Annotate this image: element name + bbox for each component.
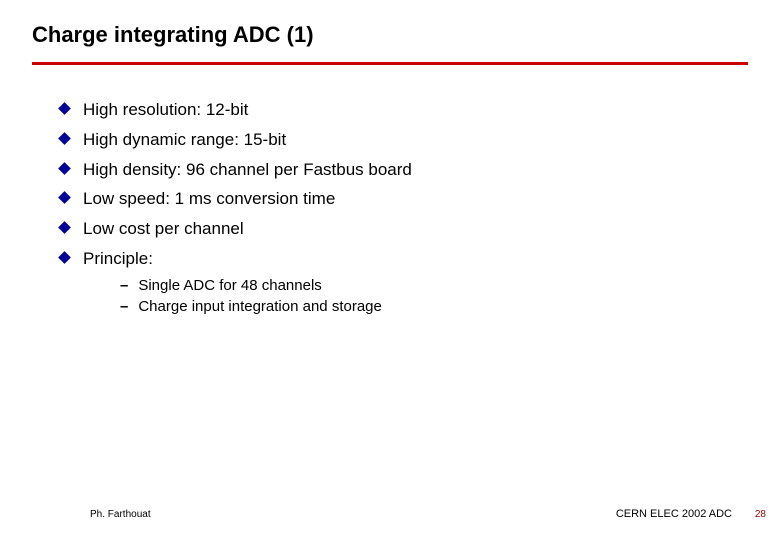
bullet-item: Low cost per channel xyxy=(60,217,412,241)
bullet-item: High resolution: 12-bit xyxy=(60,98,412,122)
diamond-bullet-icon xyxy=(58,132,71,145)
main-bullet-list: High resolution: 12-bit High dynamic ran… xyxy=(60,98,412,271)
page-number: 28 xyxy=(755,509,766,520)
footer-event: CERN ELEC 2002 ADC xyxy=(616,508,732,520)
sub-bullet-item: – Charge input integration and storage xyxy=(120,298,412,315)
bullet-text: High resolution: 12-bit xyxy=(83,98,248,122)
slide-title: Charge integrating ADC (1) xyxy=(32,22,314,48)
bullet-text: Low speed: 1 ms conversion time xyxy=(83,187,335,211)
content-area: High resolution: 12-bit High dynamic ran… xyxy=(60,98,412,319)
title-divider xyxy=(32,62,748,65)
slide-container: Charge integrating ADC (1) High resoluti… xyxy=(0,0,780,540)
bullet-text: High dynamic range: 15-bit xyxy=(83,128,286,152)
diamond-bullet-icon xyxy=(58,221,71,234)
bullet-text: Low cost per channel xyxy=(83,217,244,241)
diamond-bullet-icon xyxy=(58,251,71,264)
sub-bullet-text: Single ADC for 48 channels xyxy=(138,277,321,294)
footer-author: Ph. Farthouat xyxy=(90,509,151,520)
bullet-item: High dynamic range: 15-bit xyxy=(60,128,412,152)
bullet-text: High density: 96 channel per Fastbus boa… xyxy=(83,158,412,182)
diamond-bullet-icon xyxy=(58,192,71,205)
sub-bullet-list: – Single ADC for 48 channels – Charge in… xyxy=(120,277,412,315)
sub-bullet-text: Charge input integration and storage xyxy=(138,298,382,315)
sub-bullet-item: – Single ADC for 48 channels xyxy=(120,277,412,294)
diamond-bullet-icon xyxy=(58,102,71,115)
bullet-text: Principle: xyxy=(83,247,153,271)
dash-bullet-icon: – xyxy=(120,277,128,294)
dash-bullet-icon: – xyxy=(120,298,128,315)
bullet-item: Low speed: 1 ms conversion time xyxy=(60,187,412,211)
bullet-item: Principle: xyxy=(60,247,412,271)
bullet-item: High density: 96 channel per Fastbus boa… xyxy=(60,158,412,182)
diamond-bullet-icon xyxy=(58,162,71,175)
